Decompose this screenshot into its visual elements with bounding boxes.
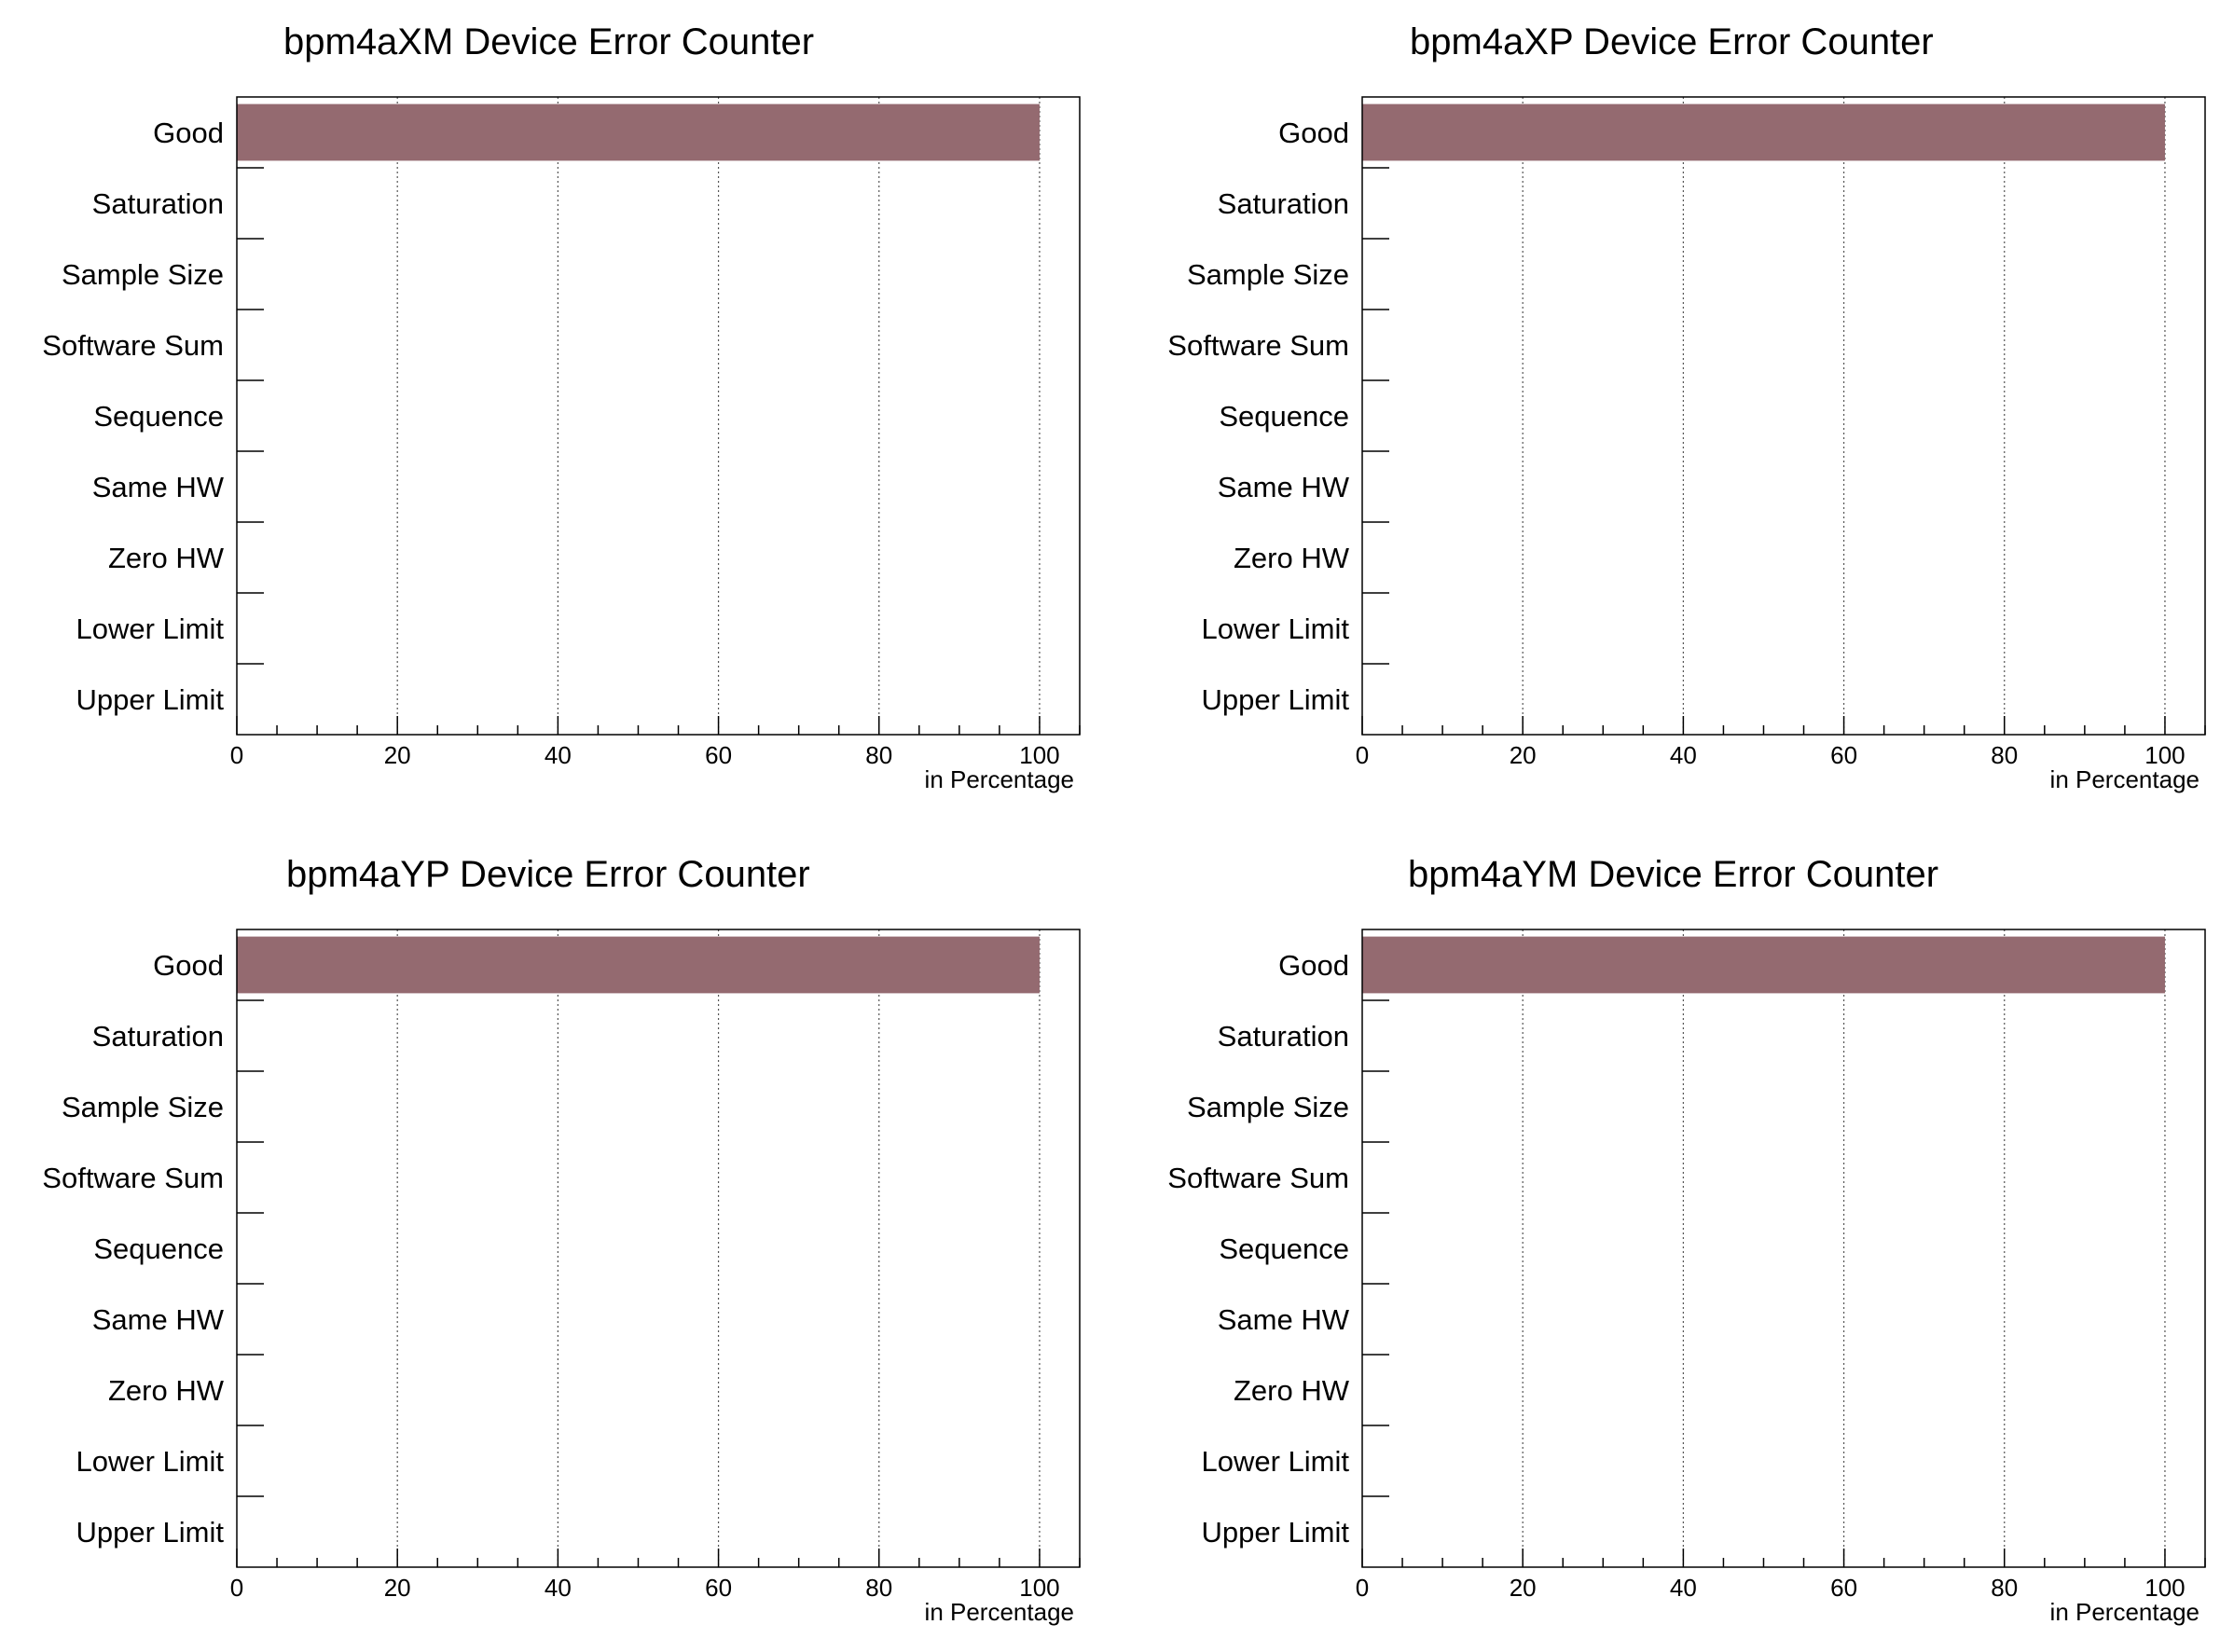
category-label: Good [1278,117,1349,149]
plot-frame [1361,96,2206,736]
category-label: Software Sum [1167,1162,1349,1194]
chart-panel: bpm4aYP Device Error Counter Good Saturati… [42,854,1081,1626]
category-label: Sample Size [1187,258,1349,291]
chart-title: bpm4aYP Device Error Counter [286,854,810,895]
category-label: Lower Limit [1202,1445,1350,1478]
x-tick-label: 20 [1510,1574,1537,1602]
x-tick-label: 60 [1830,1574,1857,1602]
x-tick-label: 20 [384,1574,411,1602]
x-axis-label: in Percentage [2050,765,2200,793]
x-tick-label: 80 [1991,741,2018,769]
category-label: Sample Size [62,258,224,291]
category-label: Lower Limit [76,1445,225,1478]
category-label: Sequence [93,1232,224,1265]
bar [1362,103,2165,161]
category-label: Software Sum [42,329,224,362]
category-label: Sequence [1219,1232,1349,1265]
category-label: Upper Limit [76,1516,225,1549]
category-label: Zero HW [108,1374,225,1407]
chart-panel: bpm4aXM Device Error Counter Good Saturati… [42,21,1081,793]
x-tick-label: 80 [1991,1574,2018,1602]
x-tick-label: 20 [384,741,411,769]
category-label: Same HW [1218,1303,1350,1336]
x-tick-label: 40 [1670,1574,1697,1602]
category-label: Same HW [1218,471,1350,503]
x-axis-label: in Percentage [925,1598,1074,1626]
x-tick-label: 60 [1830,741,1857,769]
plot-frame [236,96,1081,736]
category-label: Software Sum [1167,329,1349,362]
category-label: Software Sum [42,1162,224,1194]
x-axis-label: in Percentage [925,765,1074,793]
category-label: Saturation [1218,187,1349,220]
category-label: Sample Size [62,1091,224,1123]
category-label: Lower Limit [1202,613,1350,645]
x-tick-label: 40 [545,741,572,769]
x-tick-label: 60 [705,1574,732,1602]
chart-title: bpm4aYM Device Error Counter [1408,854,1938,895]
plot-frame [1361,929,2206,1568]
category-label: Zero HW [1234,1374,1350,1407]
category-label: Upper Limit [76,683,225,716]
x-tick-label: 80 [865,741,892,769]
plot-frame [236,929,1081,1568]
x-tick-label: 0 [1356,741,1369,769]
x-tick-label: 80 [865,1574,892,1602]
category-label: Saturation [92,187,224,220]
chart-panel: bpm4aXP Device Error Counter Good Saturati… [1167,21,2206,793]
x-tick-label: 0 [1356,1574,1369,1602]
x-tick-label: 20 [1510,741,1537,769]
x-tick-label: 100 [1019,1574,1059,1602]
category-label: Sample Size [1187,1091,1349,1123]
category-label: Good [153,949,224,982]
x-tick-label: 60 [705,741,732,769]
category-label: Upper Limit [1202,1516,1350,1549]
category-label: Sequence [1219,400,1349,433]
chart-title: bpm4aXM Device Error Counter [283,21,814,62]
x-tick-label: 100 [2144,1574,2185,1602]
x-axis-label: in Percentage [2050,1598,2200,1626]
x-tick-label: 0 [230,741,243,769]
chart-panel: bpm4aYM Device Error Counter Good Saturati… [1167,854,2206,1626]
category-label: Zero HW [1234,542,1350,574]
category-label: Zero HW [108,542,225,574]
bar [237,936,1040,994]
bar [237,103,1040,161]
category-label: Saturation [92,1020,224,1053]
x-tick-label: 100 [2144,741,2185,769]
x-tick-label: 40 [545,1574,572,1602]
category-label: Good [153,117,224,149]
chart-title: bpm4aXP Device Error Counter [1410,21,1934,62]
x-tick-label: 0 [230,1574,243,1602]
category-label: Upper Limit [1202,683,1350,716]
category-label: Saturation [1218,1020,1349,1053]
category-label: Good [1278,949,1349,982]
bar [1362,936,2165,994]
category-label: Sequence [93,400,224,433]
x-tick-label: 40 [1670,741,1697,769]
category-label: Lower Limit [76,613,225,645]
x-tick-label: 100 [1019,741,1059,769]
category-label: Same HW [92,471,225,503]
category-label: Same HW [92,1303,225,1336]
